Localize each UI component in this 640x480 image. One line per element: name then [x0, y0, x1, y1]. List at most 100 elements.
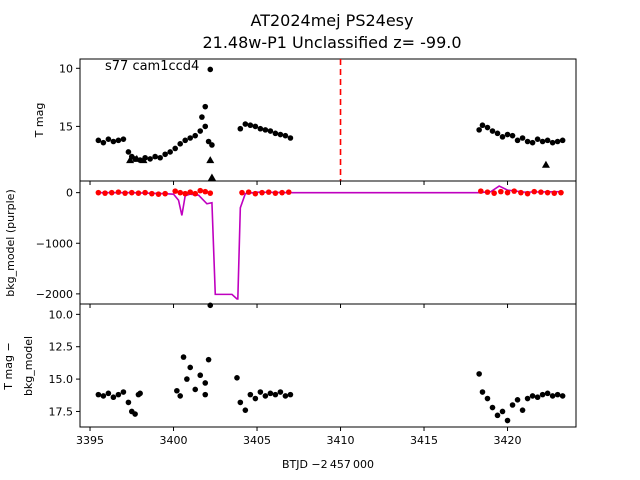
- data-point: [554, 138, 561, 145]
- data-point: [498, 188, 504, 195]
- data-point: [202, 391, 209, 398]
- y-tick-label: 0: [66, 187, 73, 200]
- series-line: [98, 185, 563, 300]
- data-point: [511, 188, 518, 194]
- data-point: [192, 190, 199, 197]
- data-point: [534, 394, 541, 401]
- data-point: [262, 127, 269, 133]
- data-point: [491, 190, 497, 196]
- data-point: [272, 391, 279, 398]
- data-point: [209, 142, 215, 148]
- data-point: [478, 188, 484, 194]
- data-point: [285, 189, 292, 195]
- data-point: [265, 189, 272, 195]
- top-panel: 10 15: [59, 58, 577, 185]
- data-point: [155, 191, 162, 197]
- data-point: [549, 393, 556, 399]
- data-point: [479, 389, 486, 395]
- data-point: [120, 389, 127, 395]
- data-point: [187, 189, 194, 195]
- triangle-point: [207, 173, 216, 181]
- data-point: [182, 190, 189, 197]
- data-point: [514, 397, 521, 403]
- data-point: [105, 390, 112, 397]
- y-tick-label: 17.5: [49, 405, 74, 418]
- data-point: [187, 135, 194, 141]
- data-point: [504, 131, 511, 138]
- data-point: [177, 141, 184, 147]
- data-point: [128, 189, 135, 196]
- data-point: [167, 149, 173, 155]
- panel-frame-0: [79, 58, 577, 182]
- data-point: [205, 356, 212, 363]
- data-point: [519, 135, 526, 141]
- data-point: [559, 393, 566, 399]
- y-tick-label: 10.0: [49, 308, 74, 321]
- data-point: [524, 190, 531, 197]
- data-point: [247, 122, 254, 129]
- x-tick-label: 3410: [327, 434, 355, 447]
- data-point: [531, 188, 538, 195]
- data-point: [100, 393, 107, 399]
- data-point: [277, 389, 284, 395]
- data-point: [252, 395, 259, 402]
- data-point: [484, 124, 491, 131]
- data-point: [192, 132, 199, 139]
- chart-title-line1: AT2024mej PS24esy: [251, 11, 414, 30]
- data-point: [509, 402, 516, 408]
- data-point: [197, 128, 204, 134]
- data-point: [252, 190, 259, 197]
- data-point: [282, 132, 289, 139]
- data-point: [207, 190, 214, 196]
- data-point: [559, 137, 566, 144]
- data-point: [172, 145, 178, 152]
- x-tick-label: 3395: [76, 434, 104, 447]
- triangle-point: [541, 160, 550, 168]
- data-point: [137, 390, 143, 397]
- x-tick-label: 3415: [410, 434, 438, 447]
- data-point: [202, 188, 209, 195]
- data-point: [499, 134, 506, 140]
- data-point: [504, 189, 511, 196]
- data-point: [529, 393, 536, 399]
- bottom-panel-ylabel-line1: T mag −: [2, 342, 15, 390]
- data-point: [272, 130, 279, 137]
- data-point: [518, 189, 524, 196]
- data-point: [267, 128, 274, 134]
- data-point: [272, 190, 279, 196]
- data-point: [177, 189, 184, 196]
- data-point: [237, 399, 244, 406]
- data-point: [544, 189, 551, 196]
- data-point: [237, 125, 244, 132]
- data-point: [162, 190, 168, 197]
- y-tick-label: 15: [59, 120, 73, 133]
- data-point: [267, 390, 274, 397]
- middle-panel-ylabel: bkg_model (purple): [4, 189, 17, 296]
- data-point: [115, 391, 122, 398]
- data-point: [551, 190, 558, 196]
- data-point: [509, 132, 516, 139]
- data-point: [282, 393, 289, 399]
- data-point: [245, 189, 252, 195]
- top-panel-ylabel: T mag: [33, 103, 46, 139]
- data-point: [287, 135, 294, 141]
- data-point: [115, 189, 122, 195]
- data-point: [247, 391, 254, 398]
- data-point: [105, 136, 112, 142]
- data-point: [122, 190, 128, 196]
- triangle-point: [139, 156, 148, 164]
- data-point: [257, 389, 264, 395]
- data-point: [142, 189, 148, 196]
- data-point: [534, 136, 541, 142]
- data-point: [287, 391, 294, 398]
- data-point: [135, 190, 142, 196]
- chart-title-line2: 21.48w-P1 Unclassified z= -99.0: [202, 33, 461, 52]
- data-point: [494, 412, 501, 419]
- panel-frame-1: [79, 180, 577, 305]
- triangle-point: [132, 154, 141, 162]
- data-point: [174, 387, 180, 394]
- data-point: [157, 154, 163, 161]
- x-tick-label: 3420: [494, 434, 522, 447]
- x-tick-label: 3405: [243, 434, 271, 447]
